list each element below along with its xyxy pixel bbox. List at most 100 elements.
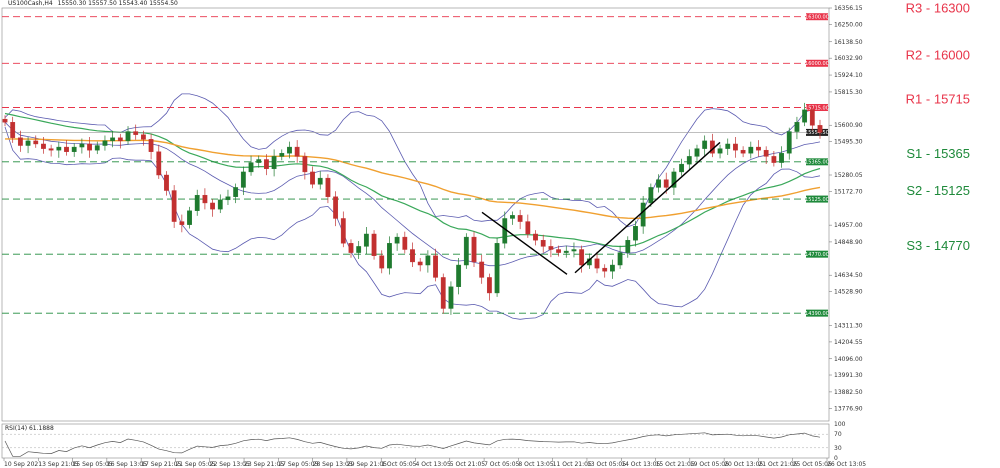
candle-body xyxy=(763,149,769,157)
candle-body xyxy=(10,122,16,138)
time-tick-label: 21 Sep 05:05 xyxy=(175,461,215,468)
rsi-tick-label: 100 xyxy=(834,421,846,428)
rsi-tick-label: 70 xyxy=(834,431,842,438)
time-tick-label: 21 Oct 21:05 xyxy=(758,461,797,468)
candle-body xyxy=(425,255,431,266)
candle-body xyxy=(256,159,262,163)
candle-body xyxy=(725,143,731,149)
candle-body xyxy=(594,258,600,269)
candle-body xyxy=(217,199,223,210)
level-label-S2: S2 - 15125 xyxy=(906,183,970,198)
ohlc-values: 15550.30 15557.50 15543.40 15554.50 xyxy=(58,0,178,7)
time-tick-label: 1 Oct 05:05 xyxy=(381,461,416,468)
main-panel xyxy=(1,7,830,422)
level-tag-text-R2: 16000.00 xyxy=(805,61,829,67)
candle-body xyxy=(640,202,646,227)
candle-body xyxy=(387,243,392,269)
level-tag-R3 xyxy=(806,13,828,21)
candle-body xyxy=(202,194,208,204)
candle-body xyxy=(48,148,54,151)
rsi-header: RSI(14) 61.1888 xyxy=(5,425,54,432)
candle-body xyxy=(210,202,215,210)
time-tick-label: 13 Sep 21:05 xyxy=(38,461,78,468)
candle-body xyxy=(510,215,515,219)
candle-body xyxy=(179,221,185,225)
time-tick-label: 19 Oct 05:05 xyxy=(690,461,729,468)
candle-body xyxy=(287,146,292,154)
symbol-header: US100Cash,H4 15550.30 15557.50 15543.40 … xyxy=(8,0,178,7)
price-tick-label: 16250.00 xyxy=(834,21,863,28)
time-tick-label: 22 Sep 13:05 xyxy=(210,461,250,468)
candle-body xyxy=(325,177,331,197)
price-tick-label: 15815.30 xyxy=(834,89,863,96)
candle-body xyxy=(125,131,131,142)
level-label-R1: R1 - 15715 xyxy=(906,92,970,107)
candle-body xyxy=(779,153,784,163)
level-tag-text-R3: 16300.00 xyxy=(805,15,829,21)
rsi-tick-label: 0 xyxy=(834,455,838,462)
time-tick-label: 28 Sep 13:05 xyxy=(313,461,353,468)
time-tick-label: 13 Oct 05:05 xyxy=(587,461,626,468)
candle-body xyxy=(25,140,31,146)
candle-body xyxy=(33,140,39,145)
candle-body xyxy=(17,137,23,146)
price-tick-label: 15172.70 xyxy=(834,189,863,196)
candle-body xyxy=(679,163,685,173)
candle-body xyxy=(140,134,146,140)
trendline-downtrend xyxy=(481,211,568,275)
candle-body xyxy=(433,255,438,278)
candle-body xyxy=(302,156,308,173)
time-tick-label: 15 Sep 05:05 xyxy=(73,461,113,468)
level-tag-R1 xyxy=(806,104,828,112)
time-tick-label: 25 Oct 05:05 xyxy=(793,461,832,468)
candle-body xyxy=(64,146,69,152)
bollinger-lower xyxy=(4,126,821,320)
level-tag-text-S1: 15365.00 xyxy=(805,160,829,166)
level-tag-R2 xyxy=(806,59,828,67)
candle-body xyxy=(556,249,561,253)
time-tick-label: 16 Sep 13:05 xyxy=(107,461,147,468)
level-label-S3: S3 - 14770 xyxy=(906,238,970,253)
candlesticks xyxy=(2,102,823,315)
candle-body xyxy=(671,171,677,188)
candle-body xyxy=(517,215,523,222)
candle-body xyxy=(225,196,231,201)
candle-body xyxy=(317,177,323,185)
bollinger-middle xyxy=(4,121,821,267)
level-tag-S4 xyxy=(806,309,828,317)
candle-body xyxy=(117,137,123,142)
candle-body xyxy=(440,277,446,309)
price-axis: 16356.15 16250.00 16138.50 16032.90 15924.10… xyxy=(829,5,863,412)
candle-body xyxy=(486,277,492,294)
price-tick-label: 14204.55 xyxy=(834,339,863,346)
candle-body xyxy=(809,109,815,126)
level-tag-S1 xyxy=(806,158,828,166)
price-tick-label: 16138.50 xyxy=(834,39,863,46)
candle-body xyxy=(756,146,761,151)
candle-body xyxy=(448,286,454,309)
candle-body xyxy=(786,131,792,154)
candle-body xyxy=(502,218,508,244)
candle-body xyxy=(794,122,800,132)
level-tag-text-S3: 14770.00 xyxy=(805,252,829,258)
candle-body xyxy=(264,159,269,170)
rsi-tick-label: 30 xyxy=(834,445,842,452)
time-tick-label: 14 Oct 13:05 xyxy=(621,461,660,468)
time-tick-label: 8 Oct 13:05 xyxy=(518,461,553,468)
level-tag-S3 xyxy=(806,250,828,258)
candle-body xyxy=(194,194,200,211)
candle-body xyxy=(617,252,623,266)
level-label-S1: S1 - 15365 xyxy=(906,146,970,161)
support-resistance-levels: 16300.00 R3 - 16300 16000.00 R2 - 16000 1571… xyxy=(2,1,970,317)
candle-body xyxy=(817,125,823,133)
current-price-tag xyxy=(806,128,828,136)
current-price-tag-text: 15554.50 xyxy=(805,130,829,136)
candle-body xyxy=(656,179,661,188)
candle-body xyxy=(294,146,300,157)
candle-body xyxy=(771,156,777,163)
price-tick-label: 15924.10 xyxy=(834,72,863,79)
price-tick-label: 15600.90 xyxy=(834,122,863,129)
time-tick-label: 4 Oct 13:05 xyxy=(416,461,451,468)
